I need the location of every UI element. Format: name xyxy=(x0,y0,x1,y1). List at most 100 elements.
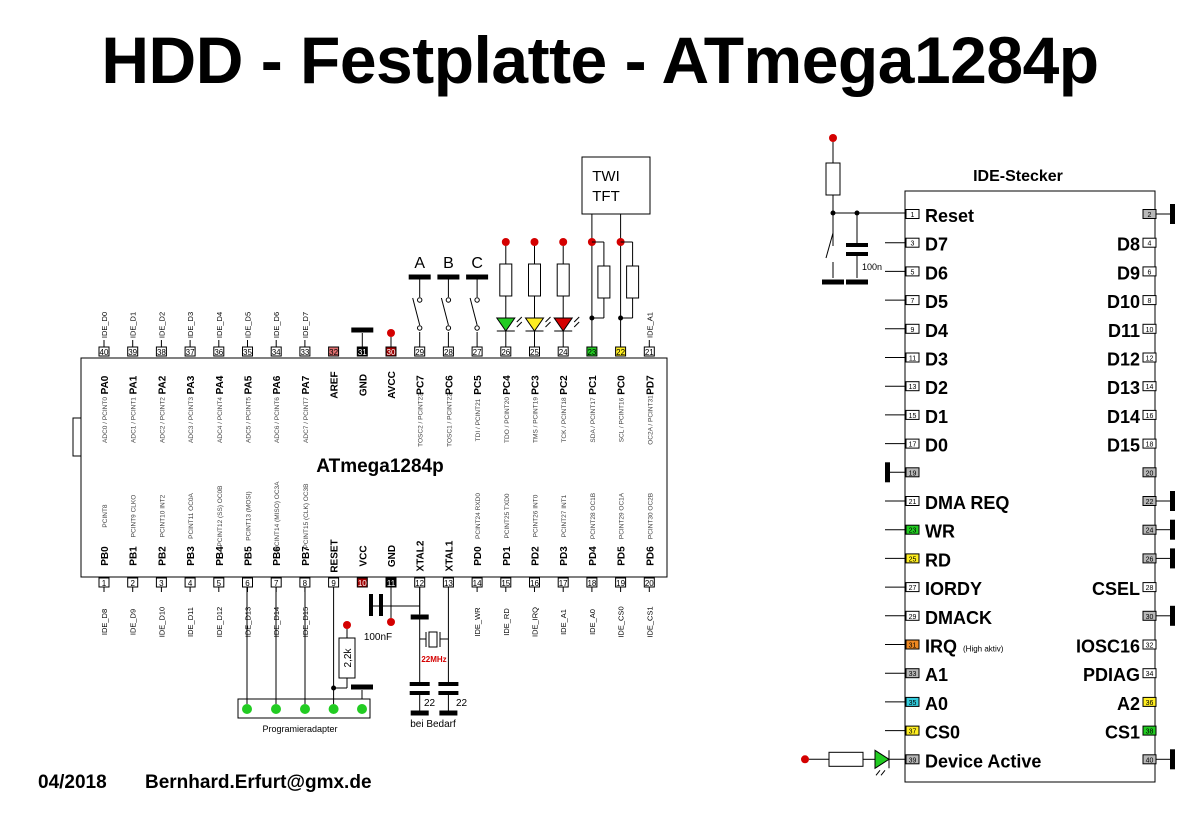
pin-number: 23 xyxy=(587,348,596,357)
pin-alt: PCINT10 INT2 xyxy=(159,494,166,537)
gnd-bar-icon xyxy=(410,710,429,716)
ide-pin-number: 31 xyxy=(909,643,917,650)
signal-label: IDE_D2 xyxy=(157,312,166,338)
ide-pin-box-18 xyxy=(1142,438,1157,449)
pin-number: 4 xyxy=(188,579,193,588)
signal-label: IDE_WR xyxy=(473,607,482,637)
pin-alt: PCINT14 (MISO) OC3A xyxy=(274,481,281,551)
pin-box-bottom-10 xyxy=(356,577,368,588)
ide-pin-number: 37 xyxy=(909,729,917,736)
pin-alt: PCINT30 OC2B xyxy=(647,493,654,539)
switch-contact xyxy=(417,325,423,331)
gnd-bar-icon xyxy=(408,274,431,280)
ide-pin-note: (High aktiv) xyxy=(963,645,1004,654)
led-icon xyxy=(524,317,545,332)
led-ray xyxy=(880,769,886,776)
pin-number: 9 xyxy=(331,579,336,588)
ide-pin-number: 22 xyxy=(1146,499,1154,506)
ide-pin-label: D14 xyxy=(1107,407,1140,427)
signal-label: IDE_D1 xyxy=(129,312,138,338)
resistor-icon xyxy=(597,265,611,299)
mcu-name: ATmega1284p xyxy=(316,456,443,477)
pin-number: 29 xyxy=(415,348,424,357)
pin-name: VCC xyxy=(358,545,369,566)
pin-number: 15 xyxy=(501,579,510,588)
pin-name: PB4 xyxy=(215,546,226,566)
pin-alt: PCINT15 (CLK) OC3B xyxy=(303,483,310,548)
ide-pin-label: D10 xyxy=(1107,292,1140,312)
xtal-note: bei Bedarf xyxy=(410,719,456,730)
ide-pin-number: 16 xyxy=(1146,413,1154,420)
ide-pin-number: 20 xyxy=(1146,470,1154,477)
switch-label: B xyxy=(443,255,454,272)
pin-number: 3 xyxy=(159,579,164,588)
ide-pin-number: 3 xyxy=(911,241,915,248)
signal-label: IDE_D3 xyxy=(186,312,195,338)
resistor-icon xyxy=(556,263,570,297)
ide-pin-box-8 xyxy=(1142,295,1157,306)
ide-pin-number: 9 xyxy=(911,327,915,334)
ide-pin-number: 32 xyxy=(1146,643,1154,650)
gnd-bar-icon xyxy=(466,274,489,280)
pin-name: PD4 xyxy=(588,546,599,566)
pin-alt: SDA / PCINT17 xyxy=(590,397,597,443)
capacitor-icon xyxy=(369,594,373,616)
junction xyxy=(618,315,624,321)
ide-pin-number: 5 xyxy=(911,269,915,276)
pin-name: PC6 xyxy=(444,375,455,395)
gnd-bar-icon xyxy=(351,327,374,333)
signal-label: IDE_D0 xyxy=(100,312,109,338)
capacitor-icon xyxy=(379,594,383,616)
gnd-bar-icon xyxy=(822,279,844,285)
ide-pin-label: D13 xyxy=(1107,378,1140,398)
cap-xtal-label: 22 xyxy=(424,698,436,709)
gnd-bar-icon xyxy=(1170,204,1175,224)
led-ray xyxy=(573,321,580,328)
ide-pin-label: D4 xyxy=(925,321,948,341)
ide-pin-label: IORDY xyxy=(925,579,982,599)
pin-name: PC1 xyxy=(588,375,599,395)
pin-name: AREF xyxy=(330,371,341,398)
signal-label: IDE_A0 xyxy=(588,609,597,635)
pin-number: 27 xyxy=(473,348,482,357)
ide-pin-number: 39 xyxy=(909,757,917,764)
ide-pin-label: WR xyxy=(925,522,955,542)
ide-pin-box-38 xyxy=(1142,725,1157,736)
pin-alt: PCINT12 (SS) OC0B xyxy=(217,485,224,546)
pin-number: 36 xyxy=(214,348,223,357)
pin-number: 10 xyxy=(358,579,367,588)
vcc-dot-icon xyxy=(501,238,510,246)
signal-label: IDE_D9 xyxy=(129,609,138,635)
pin-alt: ADC1 / PCINT1 xyxy=(131,397,138,443)
capacitor-icon xyxy=(438,682,459,686)
resistor-icon xyxy=(828,751,864,767)
ide-pin-box-28 xyxy=(1142,582,1157,593)
ide-pin-number: 19 xyxy=(909,470,917,477)
switch-icon xyxy=(469,297,478,326)
pin-name: PD5 xyxy=(617,546,628,566)
pin-name: PC2 xyxy=(559,375,570,395)
pin-alt: TDO / PCINT20 xyxy=(504,397,511,443)
switch-label: A xyxy=(414,255,425,272)
pin-name: PA1 xyxy=(129,375,140,394)
pin-name: PD0 xyxy=(473,546,484,566)
pin-alt: ADC2 / PCINT2 xyxy=(159,397,166,443)
ide-pin-number: 38 xyxy=(1146,729,1154,736)
pin-alt: ADC5 / PCINT5 xyxy=(246,397,253,443)
signal-label: IDE_D4 xyxy=(215,312,224,338)
ide-pin-label: D11 xyxy=(1108,321,1140,341)
resistor-icon xyxy=(528,263,541,297)
pin-number: 14 xyxy=(473,579,482,588)
pin-number: 31 xyxy=(358,348,367,357)
gnd-bar-icon xyxy=(1170,605,1175,626)
pin-number: 39 xyxy=(128,348,137,357)
pin-alt: PCINT29 OC1A xyxy=(619,492,626,539)
ide-pin-box-34 xyxy=(1142,668,1157,679)
vcc-dot-icon xyxy=(387,618,395,626)
gnd-bar-icon xyxy=(439,710,458,716)
cap-xtal-label: 22 xyxy=(456,698,468,709)
switch-icon xyxy=(825,232,834,259)
pin-number: 18 xyxy=(587,579,596,588)
vcc-dot-icon xyxy=(559,238,568,246)
crystal-icon xyxy=(428,631,438,648)
